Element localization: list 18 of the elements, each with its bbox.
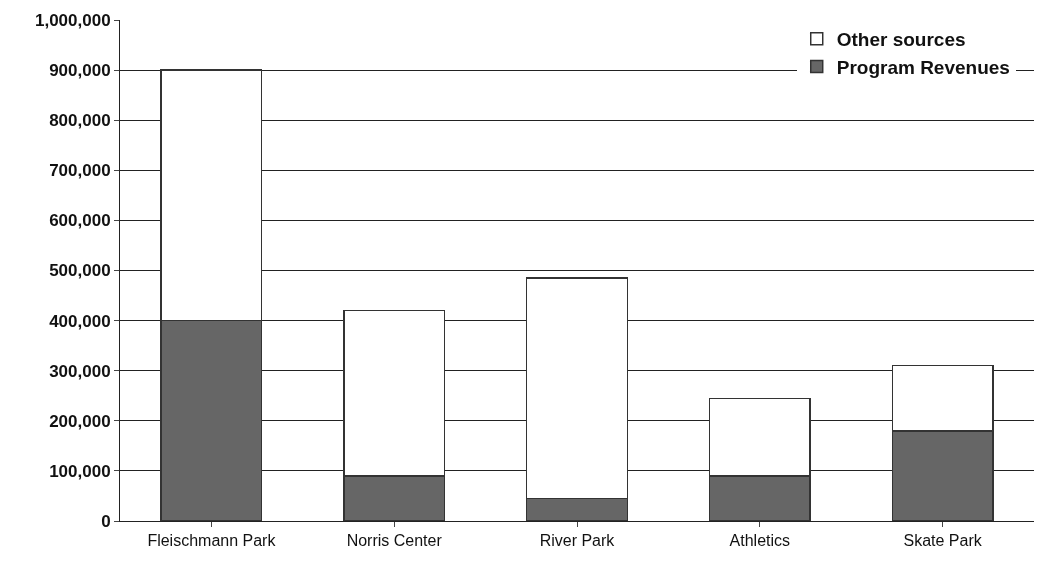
x-tick-label: River Park xyxy=(539,532,616,550)
y-tick-label: 200,000 xyxy=(49,411,111,431)
x-tick-label: Fleischmann Park xyxy=(147,532,277,550)
y-tick-label: 700,000 xyxy=(49,161,111,181)
legend-label: Program Revenues xyxy=(836,56,1010,78)
x-tick-label: Skate Park xyxy=(903,532,983,550)
y-tick-label: 0 xyxy=(101,511,111,531)
y-tick-label: 400,000 xyxy=(49,311,111,331)
y-tick-label: 900,000 xyxy=(49,61,111,81)
y-tick-label: 600,000 xyxy=(49,211,111,231)
x-tick-label: Athletics xyxy=(729,532,791,550)
y-tick-label: 100,000 xyxy=(49,461,111,481)
legend-label: Other sources xyxy=(836,29,966,51)
y-tick-label: 300,000 xyxy=(49,361,111,381)
y-tick-label: 1,000,000 xyxy=(34,10,111,30)
y-tick-label: 500,000 xyxy=(49,261,111,281)
x-tick-label: Norris Center xyxy=(346,532,443,550)
y-tick-label: 800,000 xyxy=(49,111,111,131)
